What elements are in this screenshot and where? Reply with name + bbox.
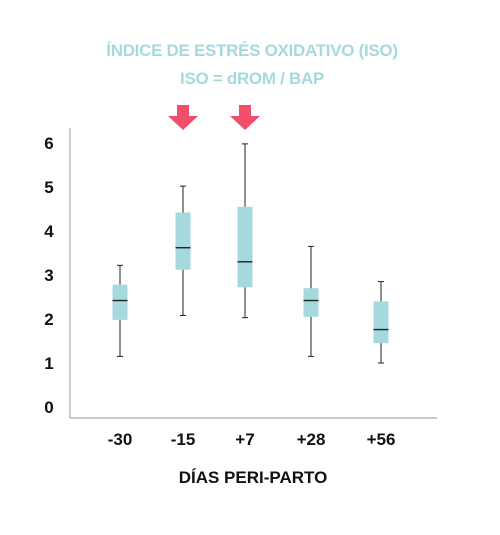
y-tick-label: 3 (44, 266, 53, 285)
box (112, 284, 128, 320)
boxplot-4 (373, 281, 389, 364)
down-arrow-icon (168, 105, 198, 130)
y-tick-label: 4 (44, 222, 54, 241)
box (303, 288, 319, 317)
x-tick-label: +7 (235, 430, 254, 449)
boxplot-1 (175, 185, 191, 316)
y-tick-label: 5 (44, 178, 53, 197)
highlight-arrows (168, 105, 260, 130)
y-tick-label: 0 (44, 398, 53, 417)
chart-title: ÍNDICE DE ESTRÉS OXIDATIVO (ISO) (106, 41, 397, 60)
boxplot-0 (112, 264, 128, 357)
box (373, 301, 389, 344)
x-tick-label: +28 (297, 430, 326, 449)
x-axis-label: DÍAS PERI-PARTO (179, 468, 328, 487)
x-tick-labels: -30 -15 +7 +28 +56 (108, 430, 396, 449)
y-tick-labels: 0 1 2 3 4 5 6 (44, 134, 54, 417)
y-tick-label: 2 (44, 310, 53, 329)
box (175, 212, 191, 270)
boxplot-3 (303, 245, 319, 357)
y-tick-label: 1 (44, 354, 53, 373)
boxplots (112, 143, 389, 364)
y-tick-label: 6 (44, 134, 53, 153)
x-tick-label: -30 (108, 430, 133, 449)
box (237, 206, 253, 288)
x-tick-label: +56 (367, 430, 396, 449)
x-tick-label: -15 (171, 430, 196, 449)
boxplot-2 (237, 143, 253, 319)
chart-subtitle: ISO = dROM / BAP (180, 69, 324, 88)
down-arrow-icon (230, 105, 260, 130)
